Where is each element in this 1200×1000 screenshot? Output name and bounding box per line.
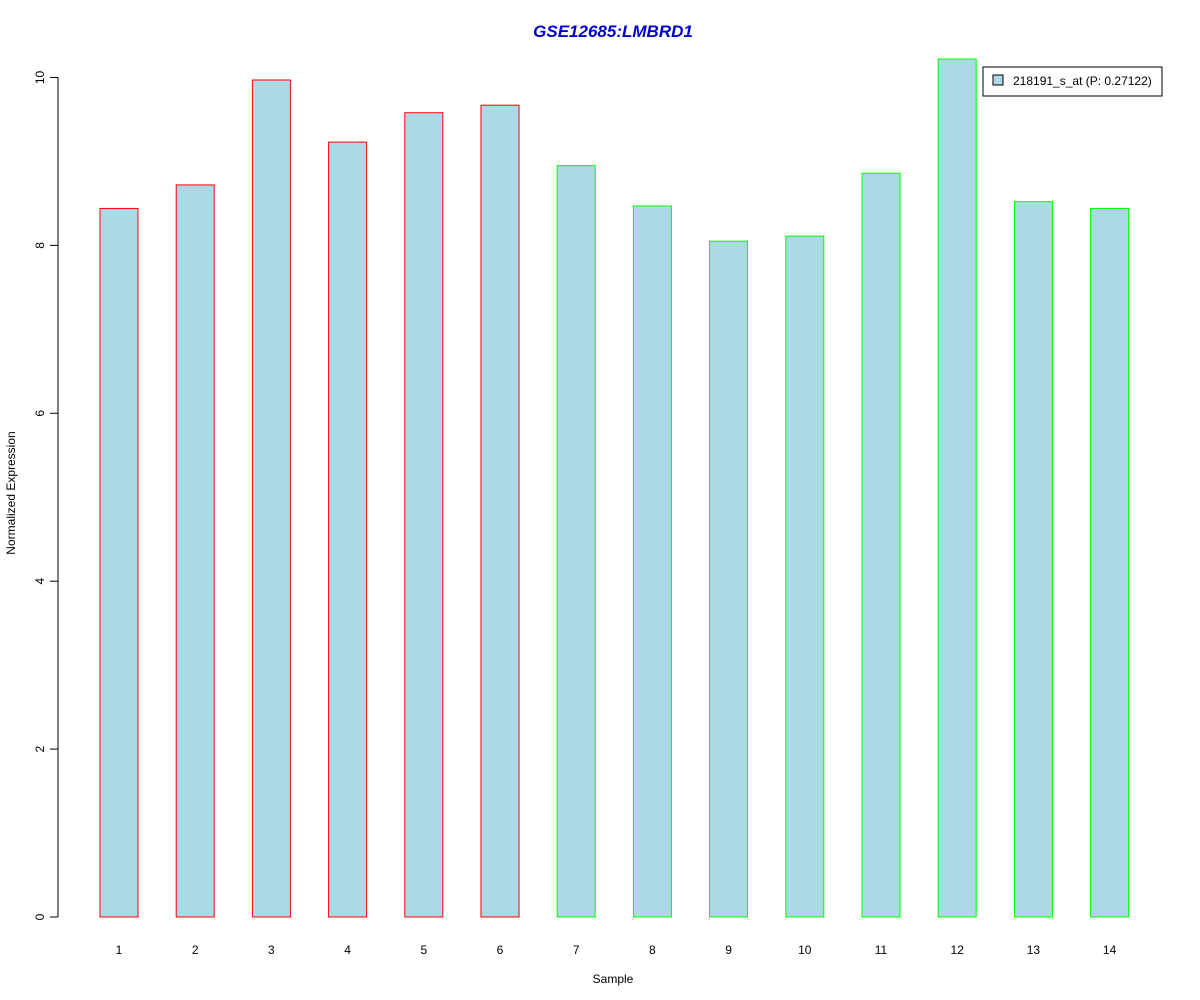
legend-swatch [992,74,1004,86]
x-tick-label: 8 [649,943,656,957]
y-axis: 0 2 4 6 8 10 [33,70,59,920]
x-tick-label: 2 [192,943,199,957]
x-tick-label: 4 [344,943,351,957]
bar-sample-14 [1090,207,1130,918]
x-tick-label: 3 [268,943,275,957]
bar-sample-1 [99,207,139,918]
bar-sample-3 [251,79,291,918]
x-tick-label: 12 [951,943,965,957]
bar-sample-4 [328,141,368,918]
x-tick-label: 5 [420,943,427,957]
bar-sample-11 [861,172,901,918]
x-axis-title: Sample [593,972,634,986]
y-tick-label: 8 [33,242,47,249]
x-tick-label: 11 [875,943,888,957]
y-tick-label: 10 [33,70,47,84]
x-tick-label: 9 [725,943,732,957]
category-labels: 1 2 3 4 5 6 7 8 9 10 11 12 13 14 [116,943,1117,957]
bar-sample-8 [632,205,672,918]
x-tick-label: 14 [1103,943,1117,957]
legend-label: 218191_s_at (P: 0.27122) [1013,74,1152,88]
x-tick-label: 1 [116,943,123,957]
x-tick-label: 7 [573,943,580,957]
bars-group [99,58,1130,918]
bar-sample-13 [1013,201,1053,918]
x-tick-label: 10 [798,943,812,957]
y-tick-label: 2 [33,745,47,752]
y-tick-label: 0 [33,913,47,920]
bar-sample-10 [785,235,825,918]
y-tick-label: 6 [33,410,47,417]
chart-title: GSE12685:LMBRD1 [533,22,693,41]
legend: 218191_s_at (P: 0.27122) [982,66,1163,97]
y-tick-label: 4 [33,578,47,585]
bar-sample-9 [709,240,749,918]
bar-sample-5 [404,112,444,918]
x-tick-label: 6 [497,943,504,957]
bar-sample-2 [175,184,215,918]
bar-sample-12 [937,58,977,918]
bar-sample-6 [480,104,520,918]
x-tick-label: 13 [1027,943,1041,957]
y-axis-title: Normalized Expression [4,431,18,554]
legend-box [982,66,1163,97]
bar-sample-7 [556,165,596,918]
